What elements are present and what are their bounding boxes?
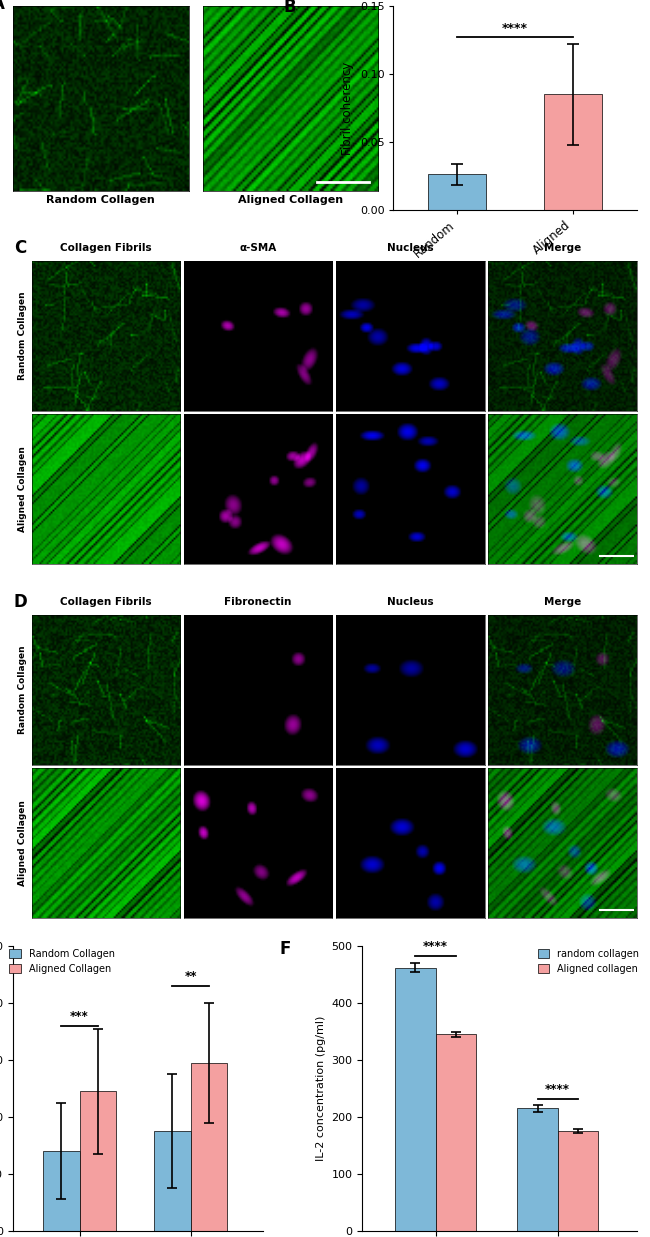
Bar (428, 174, 486, 209)
Text: D: D (14, 593, 27, 611)
Text: Random Collagen: Random Collagen (46, 194, 155, 205)
Legend: random collagen, Aligned collagen: random collagen, Aligned collagen (534, 945, 643, 977)
Text: A: A (0, 0, 5, 14)
Bar (43, 1152, 79, 1231)
Bar (517, 1108, 558, 1231)
Bar (544, 94, 602, 209)
Bar (558, 1131, 598, 1231)
Bar (395, 967, 436, 1231)
Bar (436, 1034, 476, 1231)
Text: Collagen Fibrils: Collagen Fibrils (60, 596, 151, 607)
Legend: Random Collagen, Aligned Collagen: Random Collagen, Aligned Collagen (5, 945, 118, 977)
Text: B: B (284, 0, 296, 16)
Text: α-SMA: α-SMA (239, 242, 277, 252)
Text: C: C (14, 239, 26, 257)
Text: Aligned Collagen: Aligned Collagen (238, 194, 343, 205)
Text: Merge: Merge (544, 596, 581, 607)
Text: Nucleus: Nucleus (387, 596, 434, 607)
Text: ****: **** (545, 1084, 570, 1096)
Bar (154, 1131, 190, 1231)
Text: ****: **** (423, 940, 448, 954)
Text: F: F (280, 940, 291, 959)
Text: ****: **** (502, 22, 528, 35)
Text: Merge: Merge (544, 242, 581, 252)
Text: Aligned Collagen: Aligned Collagen (18, 445, 27, 532)
Text: Fibronectin: Fibronectin (224, 596, 292, 607)
Y-axis label: IL-2 concentration (pg/ml): IL-2 concentration (pg/ml) (316, 1016, 326, 1162)
Text: Aligned Collagen: Aligned Collagen (18, 799, 27, 886)
Text: Collagen Fibrils: Collagen Fibrils (60, 242, 151, 252)
Bar (190, 1063, 228, 1231)
Text: Random Collagen: Random Collagen (18, 292, 27, 380)
Bar (79, 1091, 116, 1231)
Text: **: ** (185, 970, 197, 983)
Text: Nucleus: Nucleus (387, 242, 434, 252)
Text: ***: *** (70, 1009, 89, 1023)
Text: Random Collagen: Random Collagen (18, 646, 27, 734)
Y-axis label: Fibril coherency: Fibril coherency (341, 62, 354, 155)
